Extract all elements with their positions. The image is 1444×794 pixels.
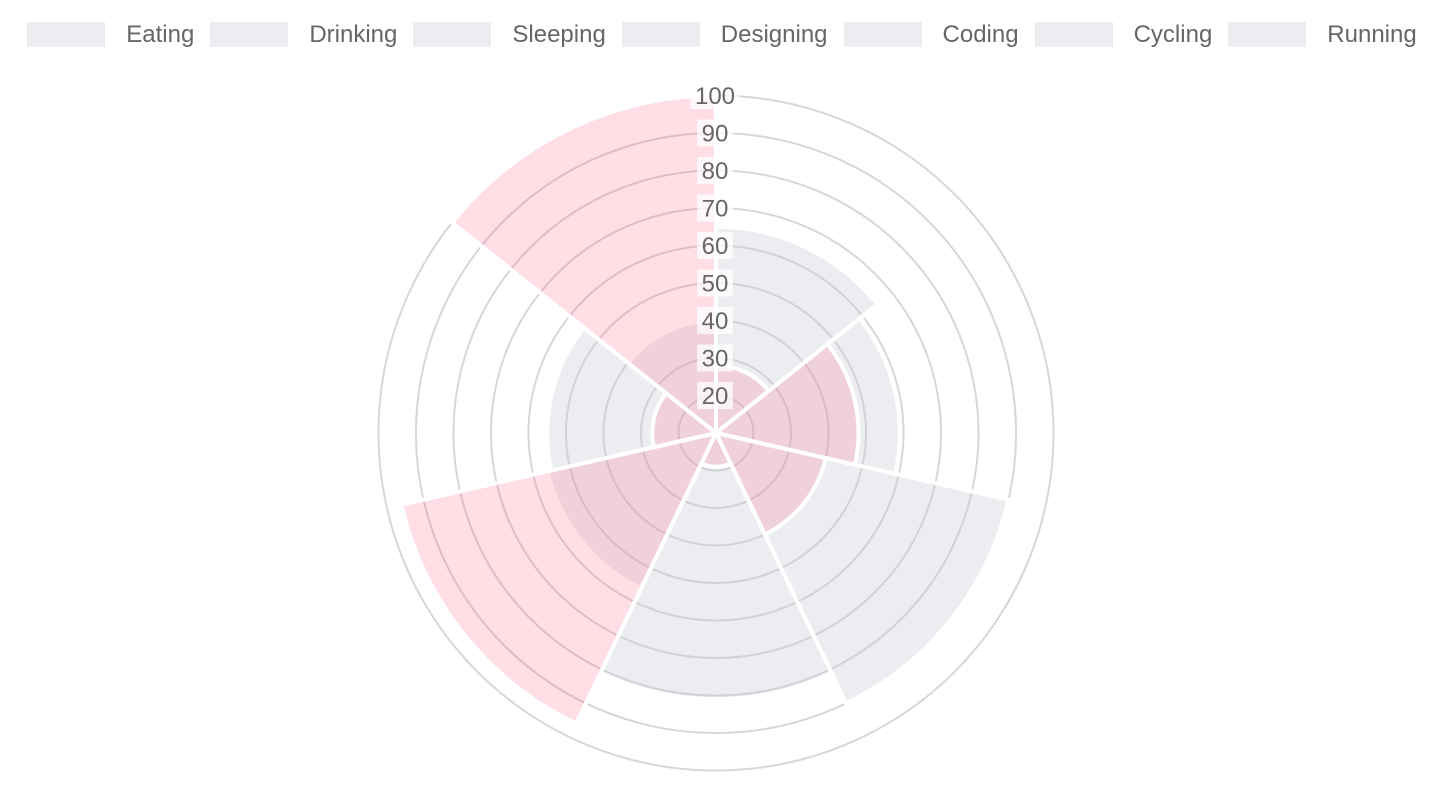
sector-pink-coding[interactable] [399,430,720,727]
tick-backdrop-20 [697,382,733,409]
legend-swatch-eating [27,22,106,47]
legend-label: Sleeping [512,21,606,48]
legend-label: Eating [126,21,195,48]
tick-label-50: 50 [702,271,729,298]
radial-tick-labels: 20 30 40 50 60 70 80 90 100 [690,82,740,410]
legend-label: Running [1327,21,1417,48]
sector-gray-cycling[interactable] [545,324,721,473]
legend-swatch-sleeping [413,22,492,47]
tick-backdrop-70 [697,194,733,222]
tick-label-80: 80 [702,158,729,185]
tick-backdrop-40 [697,307,733,334]
tick-label-20: 20 [702,383,729,410]
legend-label: Drinking [309,21,398,48]
sector-gray-eating[interactable] [714,224,881,438]
tick-backdrop-80 [697,157,733,184]
legend-label: Coding [942,21,1019,48]
sector-gray-sleeping[interactable] [712,430,1011,706]
tick-label-90: 90 [702,121,729,148]
dataset-gray [545,224,1011,706]
tick-backdrop-50 [697,269,733,297]
sector-gray-coding[interactable] [545,430,720,592]
legend-item-coding[interactable]: Coding [843,21,1019,48]
legend-item-sleeping[interactable]: Sleeping [413,21,606,48]
legend-item-designing[interactable]: Designing [621,21,828,48]
dataset-pink [399,93,861,727]
legend-item-running[interactable]: Running [1228,21,1417,48]
legend-item-drinking[interactable]: Drinking [210,22,397,47]
legend-label: Cycling [1133,21,1213,48]
tick-label-40: 40 [702,308,729,335]
tick-backdrop-100 [690,82,740,109]
tick-label-70: 70 [702,196,729,223]
tick-backdrop-60 [697,232,733,259]
chart-legend: Eating Drinking Sleeping Designing Coding Cyc… [0,22,1444,47]
tick-backdrop-30 [697,344,733,372]
sector-pink-running[interactable] [449,93,718,438]
tick-label-60: 60 [702,233,729,260]
legend-item-eating[interactable]: Eating [27,22,194,47]
legend-swatch-running [1228,22,1307,47]
sector-gray-designing[interactable] [597,428,835,702]
tick-label-100: 100 [695,83,735,110]
sector-gray-drinking[interactable] [711,315,902,477]
tick-label-30: 30 [702,346,729,373]
legend-swatch-cycling [1034,22,1113,47]
legend-label: Designing [720,21,828,48]
legend-swatch-drinking [210,22,289,47]
sector-pink-sleeping[interactable] [712,430,829,538]
tick-backdrop-90 [697,119,733,147]
legend-swatch-designing [621,22,700,47]
legend-item-cycling[interactable]: Cycling [1034,21,1213,48]
legend-swatch-coding [843,22,922,47]
sector-pink-drinking[interactable] [711,341,861,468]
